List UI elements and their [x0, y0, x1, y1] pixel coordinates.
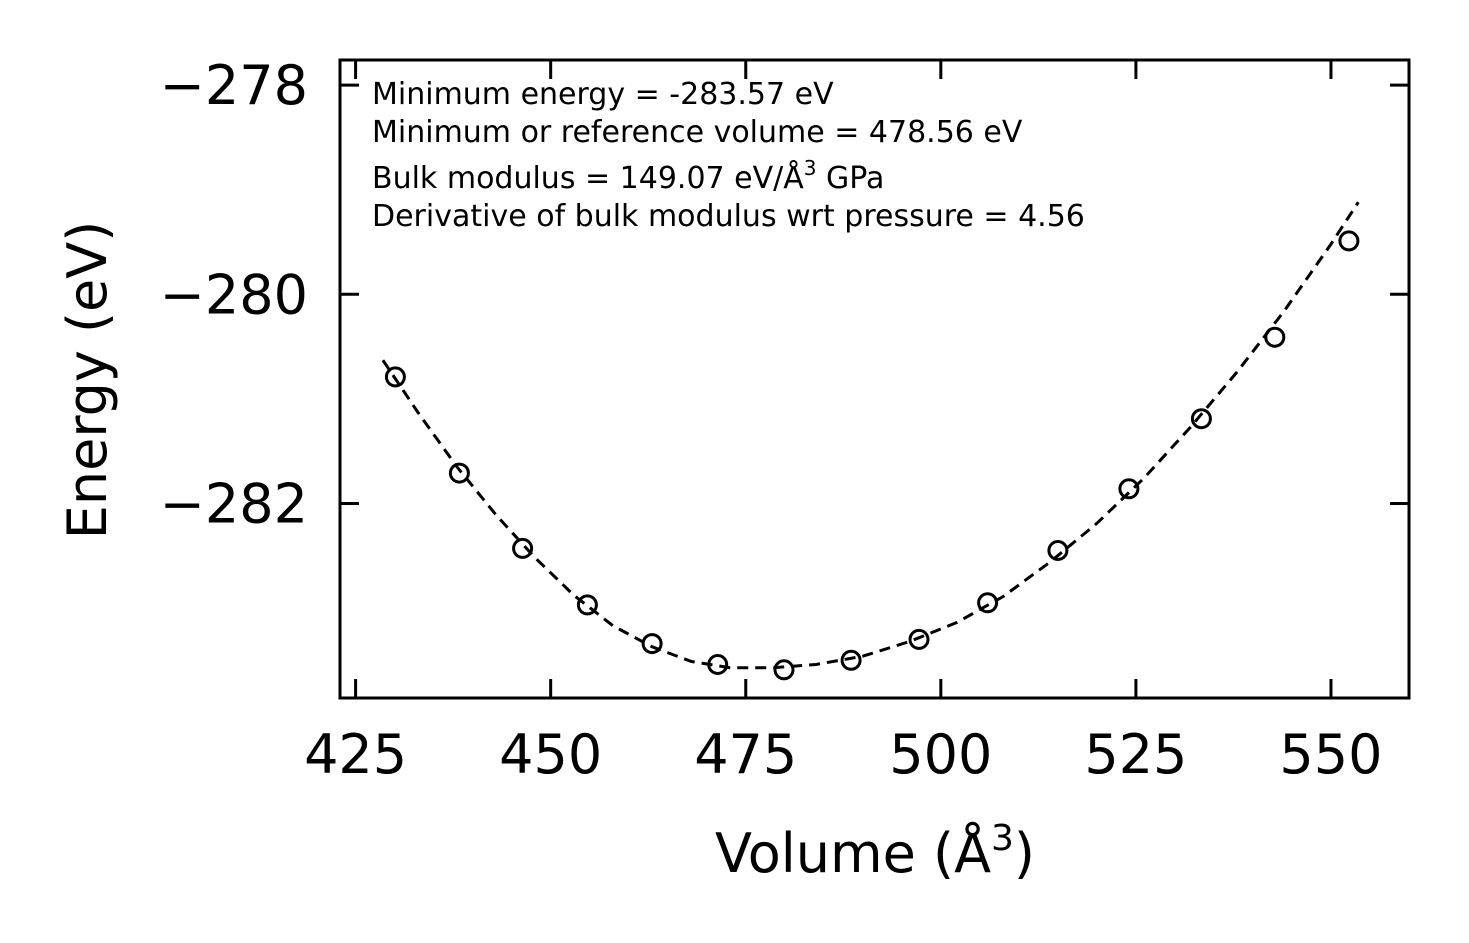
y-tick-label: −280	[160, 263, 308, 326]
axis-ticks	[340, 60, 1409, 698]
data-point	[576, 594, 598, 616]
data-point	[512, 537, 534, 559]
data-points	[384, 230, 1360, 681]
fit-curve	[381, 201, 1360, 670]
y-tick-labels: −278 −280 −282	[160, 54, 308, 535]
y-axis-label: Energy (eV)	[56, 221, 119, 540]
x-tick-label: 475	[694, 723, 797, 786]
x-tick-label: 525	[1084, 723, 1187, 786]
x-tick-labels: 425 450 475 500 525 550	[304, 723, 1382, 786]
plot-area	[340, 60, 1409, 698]
x-tick-label: 550	[1279, 723, 1382, 786]
x-tick-label: 500	[889, 723, 992, 786]
annotation-bulk-modulus: Bulk modulus = 149.07 eV/Å3 GPa	[372, 156, 884, 196]
plot-frame	[338, 58, 1411, 700]
data-point	[448, 462, 470, 484]
y-tick-label: −282	[160, 472, 308, 535]
data-point	[707, 654, 729, 675]
annotation-bulk-modulus-derivative: Derivative of bulk modulus wrt pressure …	[372, 199, 1085, 234]
annotation-box: Minimum energy = -283.57 eV Minimum or r…	[372, 77, 1085, 234]
data-point	[1118, 478, 1140, 500]
annotation-min-energy: Minimum energy = -283.57 eV	[372, 77, 834, 112]
data-point	[773, 659, 795, 681]
x-axis-label: Volume (Å3)	[715, 818, 1035, 885]
y-tick-label: −278	[160, 54, 308, 117]
annotation-min-volume: Minimum or reference volume = 478.56 eV	[372, 115, 1023, 150]
data-point	[908, 628, 930, 650]
data-point	[384, 366, 406, 388]
data-point	[641, 633, 663, 655]
data-point	[1338, 230, 1360, 252]
data-point	[840, 649, 862, 671]
data-point	[1047, 540, 1069, 561]
data-point	[1190, 408, 1212, 430]
x-tick-label: 425	[304, 723, 407, 786]
data-point	[1264, 326, 1286, 348]
data-point	[977, 592, 999, 614]
x-tick-label: 450	[499, 723, 602, 786]
